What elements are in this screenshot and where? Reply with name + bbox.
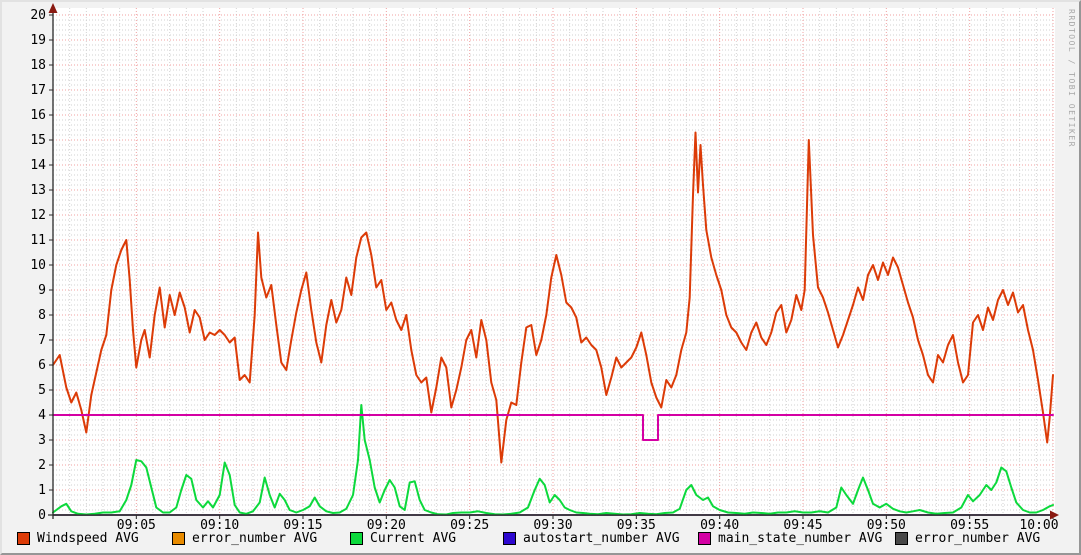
y-axis-label: 9 [38,283,46,298]
y-axis-label: 17 [30,83,46,98]
x-axis-label: 09:15 [283,518,322,533]
x-axis-label: 09:20 [367,518,406,533]
y-axis-label: 18 [30,58,46,73]
legend-label: error_number AVG [915,531,1041,546]
legend-item-current-avg: Current AVG [350,531,456,546]
x-axis-label: 09:05 [117,518,156,533]
series-main-state-number-avg [52,414,1054,441]
x-axis-label: 09:25 [450,518,489,533]
legend-label: Current AVG [370,531,457,546]
legend-item-main-state-number-avg: main_state_number AVG [698,531,882,546]
legend-swatch-icon [350,532,363,545]
y-axis-arrow-icon [48,3,58,13]
legend-swatch-icon [895,532,908,545]
y-axis-label: 20 [30,8,46,23]
x-axis-label: 09:40 [700,518,739,533]
rrdtool-watermark: RRDTOOL / TOBI OETIKER [1067,9,1076,148]
legend-item-error-number-avg: error_number AVG [895,531,1040,546]
legend-item-windspeed-avg: Windspeed AVG [17,531,139,546]
y-axis-label: 4 [38,408,46,423]
y-axis-label: 6 [38,358,46,373]
y-axis-label: 3 [38,433,46,448]
x-axis-label: 09:35 [617,518,656,533]
legend-swatch-icon [503,532,516,545]
y-axis-label: 1 [38,483,46,498]
x-axis-label: 10:00 [1019,518,1058,533]
legend-swatch-icon [17,532,30,545]
series-windspeed-avg [52,131,1054,464]
x-axis-label: 09:30 [533,518,572,533]
x-axis-label: 09:45 [783,518,822,533]
x-axis-label: 09:50 [867,518,906,533]
legend-swatch-icon [698,532,711,545]
y-axis-label: 13 [30,183,46,198]
y-axis-label: 7 [38,333,46,348]
x-axis-arrow-icon [1050,510,1059,520]
x-axis-label: 09:55 [950,518,989,533]
legend: Windspeed AVG error_number AVG Current AVG… [0,531,1081,551]
y-axis-label: 0 [38,508,46,523]
legend-item-autostart-number-avg: autostart_number AVG [503,531,680,546]
y-axis-label: 15 [30,133,46,148]
y-axis-label: 12 [30,208,46,223]
legend-item-error-number-avg: error_number AVG [172,531,317,546]
legend-swatch-icon [172,532,185,545]
y-axis-label: 10 [30,258,46,273]
legend-label: main_state_number AVG [718,531,883,546]
y-axis-label: 14 [30,158,46,173]
x-axis-label: 09:10 [200,518,239,533]
y-axis-label: 8 [38,308,46,323]
legend-label: Windspeed AVG [37,531,139,546]
legend-label: autostart_number AVG [523,531,680,546]
legend-label: error_number AVG [192,531,318,546]
series-current-avg [52,404,1054,516]
y-axis-label: 16 [30,108,46,123]
y-axis-label: 2 [38,458,46,473]
y-axis-label: 11 [30,233,46,248]
y-axis-label: 19 [30,33,46,48]
y-axis-label: 5 [38,383,46,398]
